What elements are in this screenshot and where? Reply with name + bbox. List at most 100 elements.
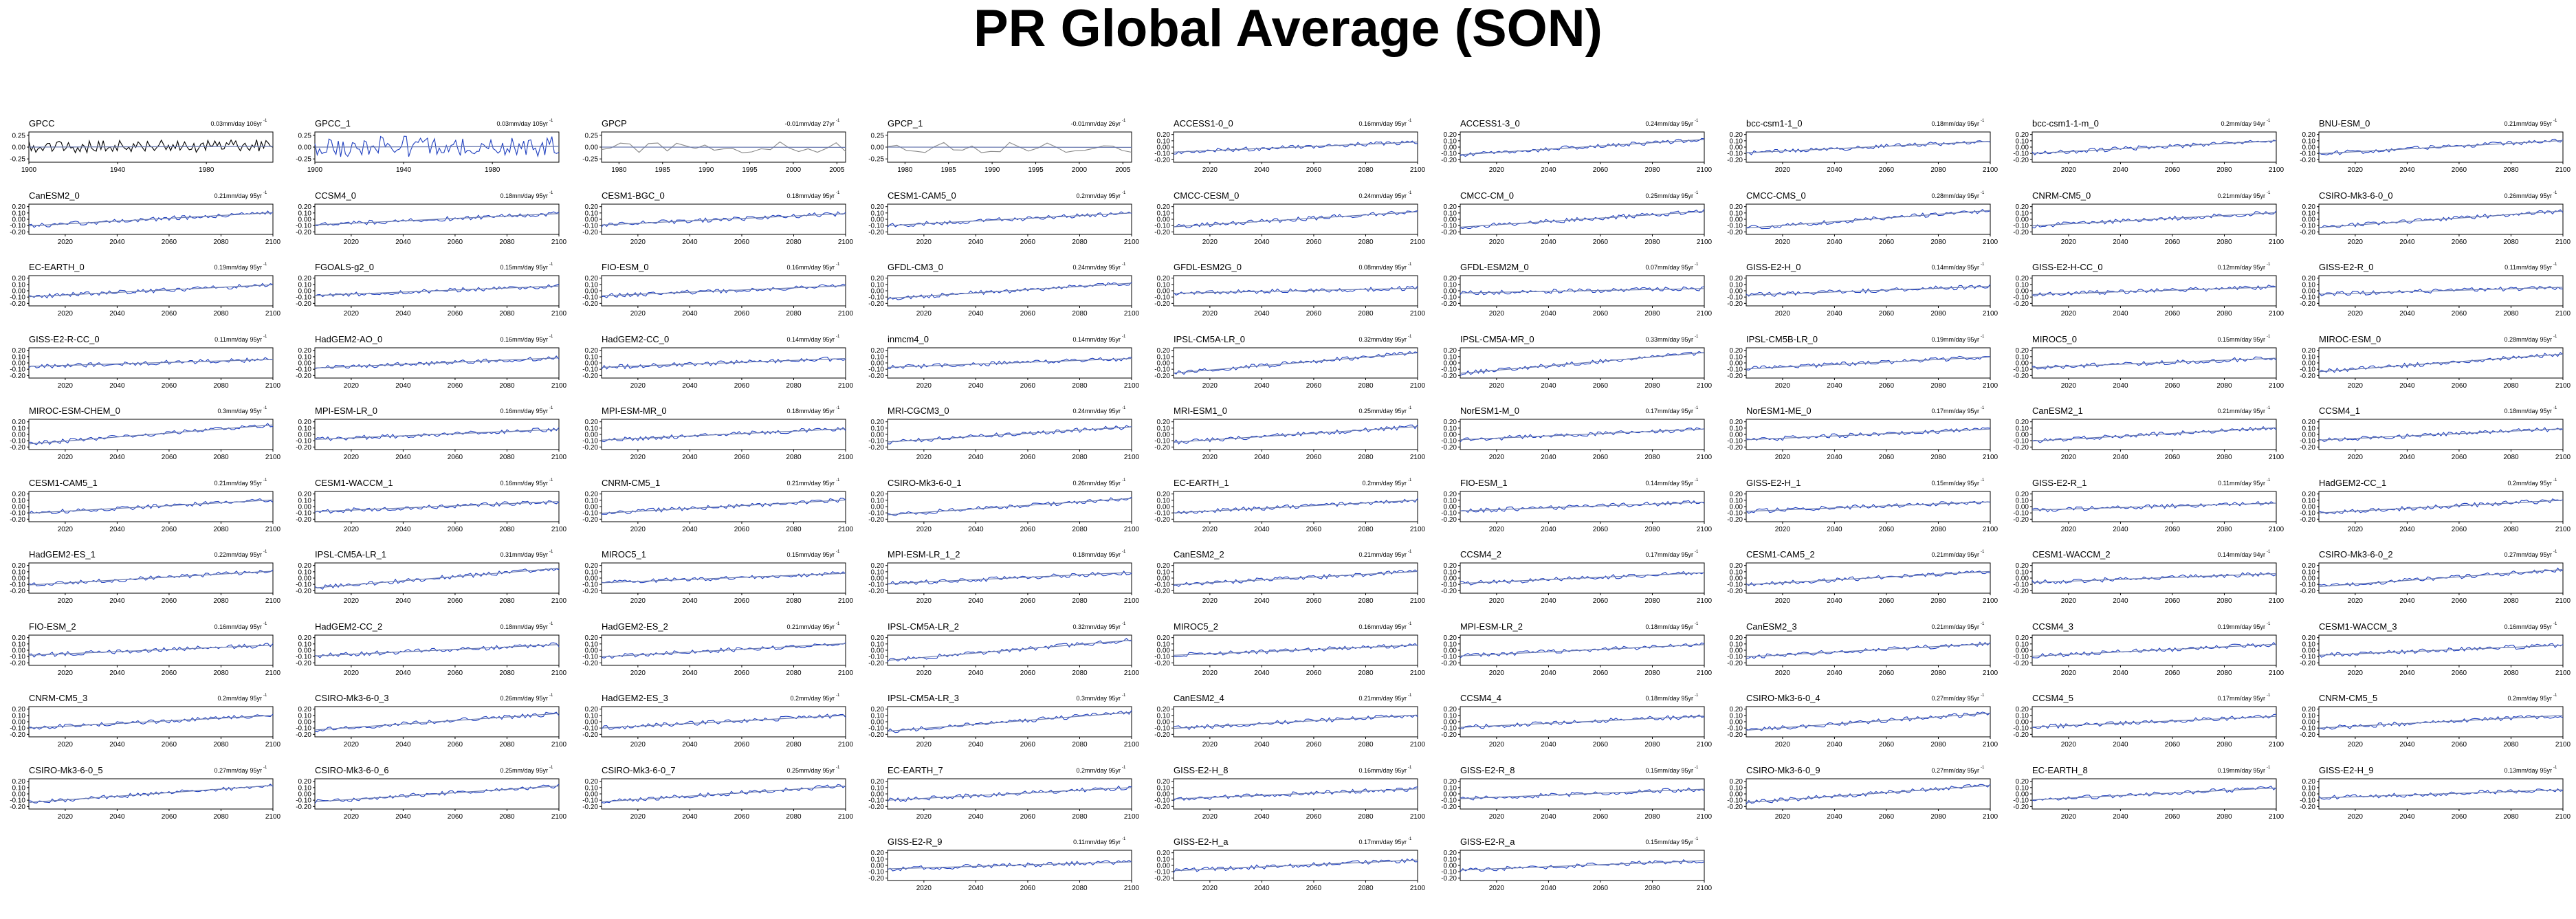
trend-exponent: -1 — [263, 550, 267, 554]
x-tick-label: 2100 — [265, 382, 281, 390]
y-tick-label: 0.00 — [298, 647, 312, 655]
y-tick-label: -0.10 — [2300, 654, 2315, 661]
series-line — [1746, 284, 1991, 297]
trend-exponent: -1 — [1695, 837, 1699, 841]
x-tick-label: 2020 — [1202, 669, 1218, 677]
y-tick-label: -0.10 — [2300, 725, 2315, 733]
panel-cesm1-waccm_2: CESM1-WACCM_2 0.14mm/day 94yr -1 0.200.100.… — [2013, 549, 2284, 605]
x-tick-label: 2060 — [734, 597, 750, 605]
trend-label: 0.18mm/day 95yr — [1645, 695, 1693, 702]
trend-exponent: -1 — [836, 119, 840, 123]
y-tick-label: 0.00 — [1444, 360, 1457, 368]
panel-giss-e2-r_1: GISS-E2-R_1 0.11mm/day 95yr -1 0.200.100.00… — [2013, 478, 2284, 533]
y-tick-label: 0.10 — [298, 353, 312, 361]
y-tick-label: 0.00 — [585, 432, 599, 439]
x-tick-label: 2060 — [1879, 310, 1895, 318]
trend-exponent: -1 — [836, 263, 840, 267]
y-tick-label: -0.20 — [868, 373, 884, 380]
y-tick-label: -0.10 — [10, 725, 25, 733]
x-tick-label: 2020 — [630, 597, 646, 605]
panel-title: CESM1-WACCM_1 — [315, 478, 393, 488]
x-tick-label: 2100 — [1697, 382, 1713, 390]
panel-title: MIROC-ESM-CHEM_0 — [29, 406, 120, 416]
y-tick-label: 0.00 — [1730, 504, 1743, 511]
y-tick-label: -0.10 — [296, 654, 311, 661]
trend-exponent: -1 — [549, 335, 553, 339]
panel-title: HadGEM2-CC_2 — [315, 621, 382, 632]
trend-line — [1746, 141, 1991, 153]
y-tick-label: -0.20 — [1154, 731, 1170, 739]
y-tick-label: 0.00 — [298, 432, 312, 439]
trend-label: 0.16mm/day 95yr — [1358, 623, 1407, 630]
series-line — [2318, 788, 2564, 800]
series-line — [887, 211, 1132, 228]
y-tick-label: 0.00 — [585, 504, 599, 511]
x-tick-label: 2020 — [630, 454, 646, 461]
x-tick-label: 2100 — [2269, 597, 2285, 605]
trend-line — [2032, 716, 2277, 728]
y-tick-label: 0.20 — [2302, 634, 2316, 642]
x-tick-label: 2100 — [265, 310, 281, 318]
x-tick-label: 2100 — [838, 382, 854, 390]
trend-exponent: -1 — [1122, 766, 1126, 770]
y-tick-label: 0.10 — [1157, 210, 1171, 217]
y-tick-label: -0.20 — [2013, 731, 2029, 739]
y-tick-label: 0.00 — [871, 863, 885, 870]
x-tick-label: 2100 — [1410, 166, 1426, 174]
panel-title: FIO-ESM_1 — [1460, 478, 1508, 488]
trend-exponent: -1 — [549, 263, 553, 267]
trend-line — [1460, 139, 1705, 155]
x-tick-label: 2080 — [1930, 741, 1946, 749]
panel-title: NorESM1-ME_0 — [1746, 406, 1812, 416]
trend-exponent: -1 — [1122, 406, 1126, 410]
y-tick-label: 0.20 — [585, 562, 599, 570]
x-tick-label: 2020 — [2061, 526, 2077, 533]
y-tick-label: 0.20 — [1730, 491, 1743, 498]
y-tick-label: 0.10 — [1730, 281, 1743, 289]
trend-exponent: -1 — [1408, 406, 1412, 410]
trend-exponent: -1 — [2267, 694, 2271, 698]
x-tick-label: 2060 — [2452, 454, 2467, 461]
series-line — [1460, 208, 1705, 229]
y-tick-label: -0.10 — [10, 797, 25, 805]
panel-title: CSIRO-Mk3-6-0_3 — [315, 693, 389, 703]
y-tick-label: 0.10 — [1730, 353, 1743, 361]
y-tick-label: -0.20 — [1727, 444, 1743, 452]
panel-noresm1-me_0: NorESM1-ME_0 0.17mm/day 95yr -1 0.200.100.0… — [1727, 406, 1998, 461]
y-tick-label: 0.20 — [2302, 419, 2316, 426]
panel-title: MRI-CGCM3_0 — [888, 406, 949, 416]
x-tick-label: 2040 — [2399, 166, 2415, 174]
y-tick-label: -0.20 — [2300, 516, 2315, 524]
x-tick-label: 2060 — [448, 454, 463, 461]
series-line — [2032, 425, 2277, 443]
y-tick-label: 0.00 — [1444, 863, 1457, 870]
y-tick-label: 0.10 — [2302, 568, 2316, 576]
x-tick-label: 2080 — [2503, 382, 2519, 390]
x-tick-label: 2060 — [1593, 526, 1609, 533]
x-tick-label: 2020 — [344, 526, 360, 533]
y-tick-label: 0.00 — [2302, 791, 2316, 799]
x-tick-label: 2020 — [2348, 166, 2364, 174]
trend-exponent: -1 — [1695, 263, 1699, 267]
trend-line — [887, 787, 1132, 801]
y-tick-label: 0.10 — [1444, 353, 1457, 361]
x-tick-label: 2080 — [213, 310, 229, 318]
trend-exponent: -1 — [1981, 478, 1985, 483]
trend-label: 0.27mm/day 95yr — [214, 767, 262, 774]
trend-label: 0.27mm/day 95yr — [1931, 695, 1979, 702]
y-tick-label: 0.10 — [12, 353, 26, 361]
x-tick-label: 2060 — [1020, 310, 1036, 318]
y-tick-label: 0.10 — [585, 641, 599, 648]
panel-title: GISS-E2-R_a — [1460, 837, 1515, 847]
y-tick-label: 0.10 — [1730, 210, 1743, 217]
x-tick-label: 2060 — [162, 741, 177, 749]
trend-line — [1173, 500, 1418, 513]
panel-title: CNRM-CM5_1 — [602, 478, 660, 488]
x-tick-label: 2040 — [1541, 526, 1556, 533]
trend-exponent: -1 — [2267, 478, 2271, 483]
trend-exponent: -1 — [1981, 622, 1985, 626]
panel-giss-e2-r_8: GISS-E2-R_8 0.15mm/day 95yr -1 0.200.100.00… — [1441, 765, 1712, 821]
y-tick-label: 0.00 — [12, 217, 26, 224]
x-tick-label: 2060 — [2452, 166, 2467, 174]
x-tick-label: 2100 — [838, 813, 854, 821]
